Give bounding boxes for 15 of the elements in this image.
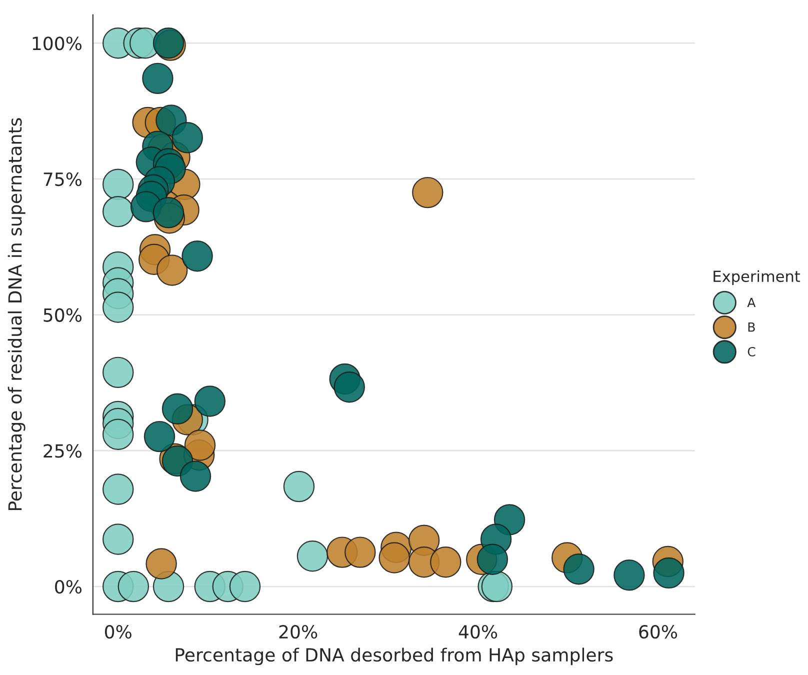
y-tick-label: 50% [44,308,82,322]
x-tick-label: 40% [458,624,498,639]
legend-label: C [748,346,756,356]
x-axis-title: Percentage of DNA desorbed from HAp samplers [176,648,613,666]
y-tick-label: 100% [32,36,82,50]
legend-title: Experiment [714,270,800,286]
x-tick-label: 20% [279,624,318,639]
y-tick-label: 25% [44,444,82,458]
legend-label: B [748,322,755,332]
y-tick-label: 0% [55,580,82,594]
y-tick-label: 75% [44,172,82,186]
x-tick-label: 0% [104,624,132,639]
x-tick-label: 60% [639,624,678,639]
legend-label: A [747,298,756,308]
y-axis-title: Percentage of residual DNA in supernatants [8,118,26,510]
